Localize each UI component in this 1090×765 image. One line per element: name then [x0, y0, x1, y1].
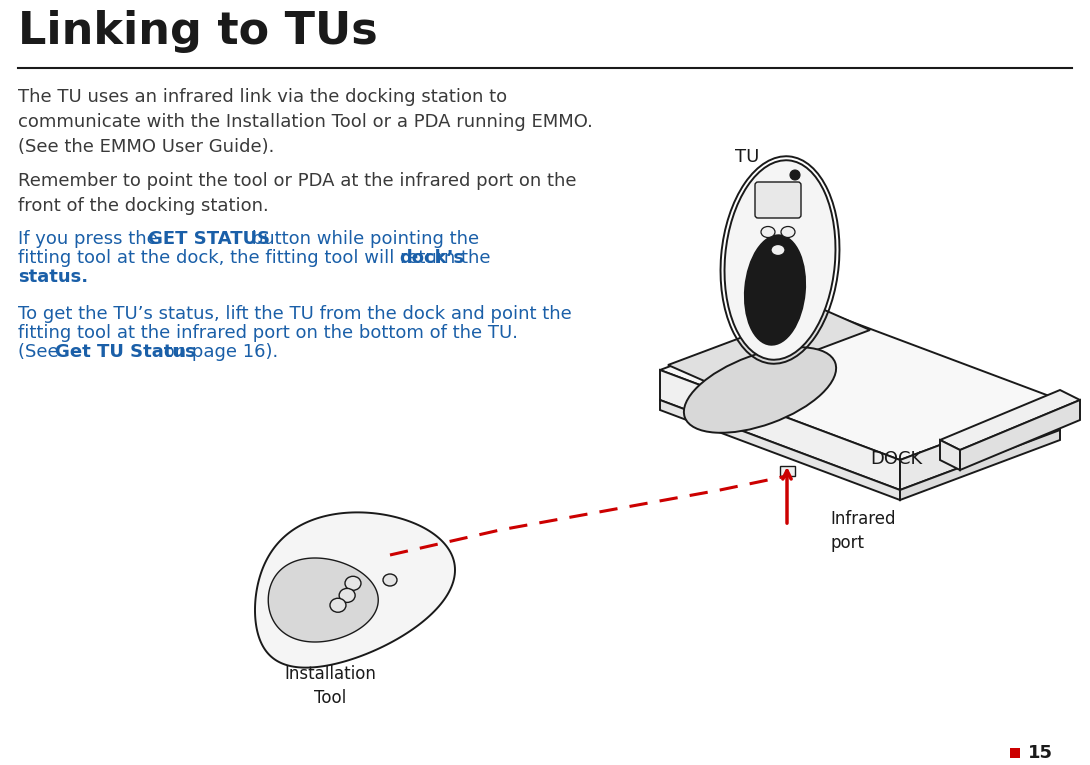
- Polygon shape: [940, 390, 1080, 450]
- Ellipse shape: [782, 226, 795, 237]
- Text: Remember to point the tool or PDA at the infrared port on the
front of the docki: Remember to point the tool or PDA at the…: [19, 172, 577, 215]
- Text: Get TU Status: Get TU Status: [54, 343, 196, 361]
- Ellipse shape: [346, 576, 361, 591]
- Polygon shape: [900, 430, 1059, 500]
- Ellipse shape: [790, 170, 800, 180]
- Text: 15: 15: [1028, 744, 1053, 762]
- Ellipse shape: [683, 347, 836, 433]
- Ellipse shape: [383, 574, 397, 586]
- Polygon shape: [661, 370, 900, 490]
- Ellipse shape: [725, 160, 835, 360]
- Polygon shape: [661, 400, 900, 500]
- Bar: [780, 466, 795, 476]
- Text: The TU uses an infrared link via the docking station to
communicate with the Ins: The TU uses an infrared link via the doc…: [19, 88, 593, 156]
- Text: fitting tool at the infrared port on the bottom of the TU.: fitting tool at the infrared port on the…: [19, 324, 518, 342]
- Text: Linking to TUs: Linking to TUs: [19, 10, 378, 53]
- Text: fitting tool at the dock, the fitting tool will return the: fitting tool at the dock, the fitting to…: [19, 249, 496, 267]
- Polygon shape: [268, 558, 378, 642]
- Ellipse shape: [339, 588, 355, 602]
- Polygon shape: [661, 310, 1059, 460]
- Polygon shape: [940, 440, 960, 470]
- Text: status.: status.: [19, 268, 88, 286]
- Text: Infrared
port: Infrared port: [829, 510, 896, 552]
- Text: GET STATUS: GET STATUS: [148, 230, 270, 248]
- Ellipse shape: [771, 245, 785, 256]
- Text: (See: (See: [19, 343, 64, 361]
- Text: button while pointing the: button while pointing the: [246, 230, 480, 248]
- Text: To get the TU’s status, lift the TU from the dock and point the: To get the TU’s status, lift the TU from…: [19, 305, 572, 323]
- Text: on page 16).: on page 16).: [158, 343, 278, 361]
- Ellipse shape: [744, 235, 806, 345]
- Polygon shape: [960, 400, 1080, 470]
- FancyBboxPatch shape: [755, 182, 801, 218]
- Ellipse shape: [761, 226, 775, 237]
- Polygon shape: [255, 513, 455, 668]
- Text: Installation
Tool: Installation Tool: [284, 665, 376, 707]
- Polygon shape: [668, 308, 870, 387]
- Polygon shape: [900, 400, 1059, 490]
- Ellipse shape: [330, 598, 346, 612]
- Text: dock’s: dock’s: [399, 249, 464, 267]
- Text: DOCK: DOCK: [870, 450, 922, 468]
- Text: TU: TU: [735, 148, 760, 166]
- Text: If you press the: If you press the: [19, 230, 164, 248]
- Bar: [1010, 748, 1020, 758]
